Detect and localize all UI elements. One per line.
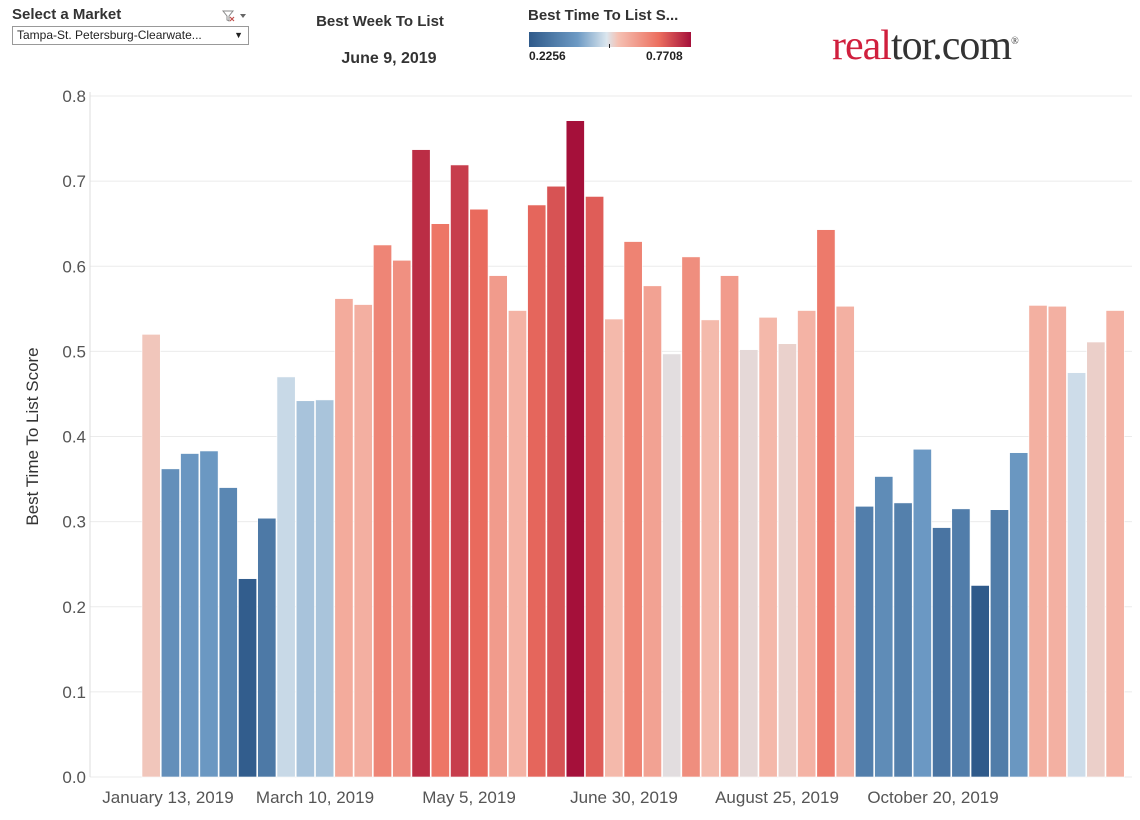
bar-chart: 0.0 0.1 0.2 0.3 0.4 0.5 0.6 0.7 0.8 Best Time To … bbox=[23, 87, 1132, 807]
bar bbox=[508, 310, 527, 778]
color-legend-midpoint-tick bbox=[609, 44, 610, 48]
color-legend-min: 0.2256 bbox=[529, 49, 566, 63]
bar bbox=[855, 506, 874, 778]
color-legend-title: Best Time To List S... bbox=[528, 7, 679, 24]
bar bbox=[912, 448, 932, 778]
bar bbox=[816, 229, 836, 778]
market-filter-title: Select a Market bbox=[12, 6, 122, 23]
market-dropdown[interactable]: Tampa-St. Petersburg-Clearwate... ▼ bbox=[12, 26, 249, 45]
bar bbox=[990, 509, 1009, 778]
bar bbox=[1009, 452, 1029, 778]
bar bbox=[141, 334, 161, 778]
color-legend-gradient[interactable] bbox=[529, 32, 691, 47]
bar bbox=[411, 149, 431, 778]
bar bbox=[392, 259, 412, 778]
x-tick-label: June 30, 2019 bbox=[570, 788, 678, 807]
bar bbox=[893, 502, 913, 778]
bar bbox=[758, 317, 778, 778]
y-tick-label: 0.6 bbox=[62, 257, 86, 276]
bar bbox=[720, 275, 739, 778]
bar bbox=[565, 120, 585, 778]
bar bbox=[450, 164, 470, 778]
bar bbox=[276, 376, 296, 778]
bar bbox=[315, 399, 335, 778]
y-tick-label: 0.8 bbox=[62, 87, 86, 106]
y-tick-label: 0.5 bbox=[62, 342, 86, 361]
x-tick-label: August 25, 2019 bbox=[715, 788, 839, 807]
bar bbox=[488, 275, 508, 778]
y-tick-label: 0.1 bbox=[62, 683, 86, 702]
bar bbox=[334, 298, 354, 778]
bar bbox=[874, 476, 894, 778]
bar bbox=[295, 400, 315, 778]
bar bbox=[238, 578, 257, 778]
bar bbox=[218, 487, 238, 778]
best-week-title: Best Week To List bbox=[316, 13, 444, 30]
best-week-date: June 9, 2019 bbox=[341, 50, 437, 67]
bar bbox=[430, 223, 450, 778]
bar bbox=[353, 304, 373, 778]
bar bbox=[835, 305, 855, 778]
bar bbox=[1105, 310, 1125, 778]
bar bbox=[527, 204, 547, 778]
x-tick-label: October 20, 2019 bbox=[867, 788, 998, 807]
x-tick-label: March 10, 2019 bbox=[256, 788, 374, 807]
bar bbox=[951, 508, 971, 778]
bar bbox=[160, 468, 180, 778]
bar bbox=[373, 244, 392, 778]
bar bbox=[1047, 305, 1067, 778]
bar bbox=[469, 208, 489, 778]
bar bbox=[585, 196, 605, 778]
y-tick-label: 0.3 bbox=[62, 513, 86, 532]
y-tick-label: 0.7 bbox=[62, 172, 86, 191]
bar bbox=[1086, 341, 1106, 778]
filter-clear-icon[interactable] bbox=[221, 9, 248, 23]
bar bbox=[777, 343, 797, 778]
bar bbox=[1067, 372, 1087, 778]
bar bbox=[199, 450, 219, 778]
y-tick-label: 0.4 bbox=[62, 428, 86, 447]
bar bbox=[623, 241, 643, 778]
bar bbox=[604, 318, 624, 778]
realtor-logo: realtor.com® bbox=[832, 23, 1019, 69]
bar bbox=[932, 527, 952, 778]
bar bbox=[662, 353, 682, 778]
bar bbox=[180, 453, 200, 778]
x-tick-label: May 5, 2019 bbox=[422, 788, 516, 807]
bar bbox=[681, 256, 701, 778]
bar bbox=[970, 585, 990, 778]
bar bbox=[546, 185, 566, 778]
color-legend-max: 0.7708 bbox=[646, 49, 683, 63]
bar bbox=[642, 285, 662, 778]
y-tick-label: 0.2 bbox=[62, 598, 86, 617]
y-axis-title: Best Time To List Score bbox=[23, 347, 42, 525]
bar bbox=[1028, 305, 1048, 778]
bar bbox=[257, 517, 277, 778]
bar bbox=[797, 310, 817, 778]
bar bbox=[739, 349, 759, 778]
y-tick-label: 0.0 bbox=[62, 768, 86, 787]
bar bbox=[700, 319, 720, 778]
x-tick-label: January 13, 2019 bbox=[102, 788, 233, 807]
market-dropdown-value: Tampa-St. Petersburg-Clearwate... bbox=[17, 28, 202, 42]
dropdown-caret-icon: ▼ bbox=[234, 30, 243, 40]
